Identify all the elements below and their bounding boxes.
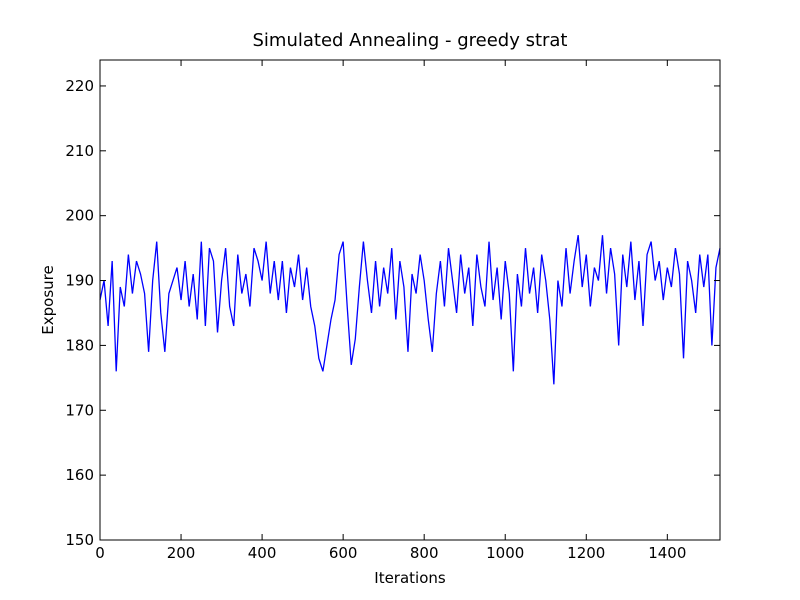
chart-title: Simulated Annealing - greedy strat — [253, 30, 568, 51]
x-tick-label: 800 — [410, 544, 439, 562]
data-line — [99, 235, 721, 385]
y-tick-label: 220 — [65, 77, 94, 95]
y-tick-label: 210 — [65, 142, 94, 160]
y-tick-label: 150 — [65, 531, 94, 549]
x-tick-label: 1400 — [648, 544, 686, 562]
x-tick-label: 400 — [248, 544, 277, 562]
y-tick-label: 190 — [65, 272, 94, 290]
y-tick-label: 180 — [65, 336, 94, 354]
y-tick-label: 170 — [65, 401, 94, 419]
x-tick-label: 200 — [167, 544, 196, 562]
y-tick-label: 160 — [65, 466, 94, 484]
y-tick-label: 200 — [65, 207, 94, 225]
x-axis-label: Iterations — [374, 569, 446, 587]
x-tick-label: 1000 — [486, 544, 524, 562]
y-axis-label: Exposure — [39, 265, 57, 334]
x-tick-label: 1200 — [567, 544, 605, 562]
x-tick-label: 600 — [329, 544, 358, 562]
x-tick-label: 0 — [95, 544, 105, 562]
plot-frame — [99, 59, 721, 541]
